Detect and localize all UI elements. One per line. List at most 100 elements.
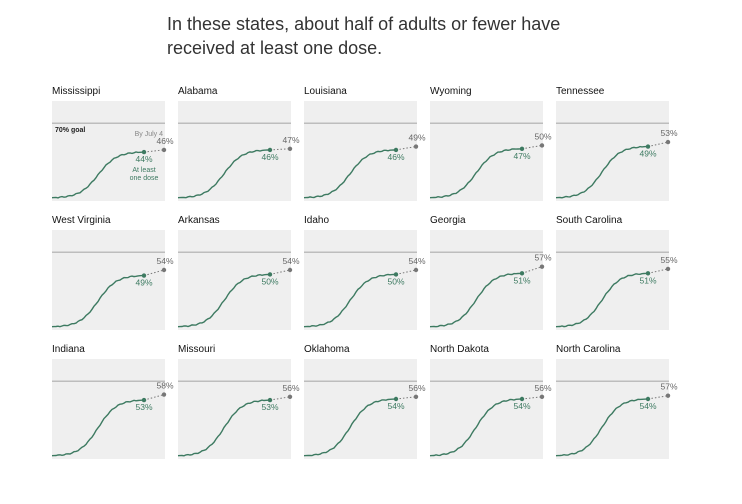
current-point — [141, 273, 147, 278]
projection-label: By July 4 — [135, 131, 164, 138]
state-panel: Idaho 54% 50% — [303, 215, 426, 333]
plot-area — [52, 359, 165, 459]
state-chart: 57% 54% — [555, 359, 678, 459]
plot-area — [178, 230, 291, 330]
state-panel: North Dakota 56% 54% — [429, 344, 552, 462]
state-panel: Tennessee 53% 49% — [555, 86, 678, 204]
goal-label: 70% goal — [55, 127, 85, 134]
series-line — [303, 398, 397, 457]
state-chart: 57% 51% — [429, 230, 552, 330]
projected-point — [413, 394, 419, 399]
state-name: Idaho — [304, 215, 330, 226]
state-name: Indiana — [52, 344, 85, 355]
current-value-label: 50% — [261, 276, 278, 286]
state-panel: Oklahoma 56% 54% — [303, 344, 426, 462]
projected-value-label: 58% — [156, 381, 173, 391]
projected-value-label: 53% — [660, 128, 677, 138]
state-chart: 54% 49% — [51, 230, 174, 330]
projected-point — [161, 147, 167, 153]
state-chart: 47% 46% — [177, 101, 300, 201]
series-line — [555, 272, 649, 328]
plot-area — [52, 230, 165, 330]
current-value-label: 54% — [639, 401, 656, 411]
current-value-label: 49% — [639, 149, 656, 159]
projected-value-label: 57% — [660, 382, 677, 392]
plot-area — [556, 101, 669, 201]
projected-value-label: 57% — [534, 253, 551, 263]
current-value-label: 47% — [513, 151, 530, 161]
projected-point — [413, 267, 419, 273]
projected-value-label: 47% — [282, 135, 299, 145]
projected-point — [539, 394, 545, 399]
state-name: North Carolina — [556, 344, 621, 355]
state-panel: Georgia 57% 51% — [429, 215, 552, 333]
current-label-line1: At least — [132, 167, 155, 174]
state-panel: Alabama 47% 46% — [177, 86, 300, 204]
plot-area — [430, 359, 543, 459]
state-chart: 54% 50% — [177, 230, 300, 330]
current-value-label: 44% — [135, 154, 152, 164]
plot-area — [556, 230, 669, 330]
current-point — [393, 272, 399, 277]
current-point — [519, 396, 525, 402]
state-panel: Wyoming 50% 47% — [429, 86, 552, 204]
plot-area — [178, 359, 291, 459]
state-name: Arkansas — [178, 215, 220, 226]
current-point — [267, 397, 273, 403]
state-name: West Virginia — [52, 215, 111, 226]
series-line — [177, 399, 271, 457]
projected-point — [161, 392, 167, 397]
projected-value-label: 56% — [282, 383, 299, 393]
plot-area — [304, 359, 417, 459]
current-point — [519, 271, 525, 276]
state-panel: South Carolina 55% 51% — [555, 215, 678, 333]
projected-value-label: 49% — [408, 133, 425, 143]
series-line — [51, 151, 145, 199]
projected-value-label: 54% — [408, 256, 425, 266]
projected-point — [539, 264, 545, 269]
plot-area — [52, 101, 165, 201]
state-name: North Dakota — [430, 344, 489, 355]
current-value-label: 53% — [135, 402, 152, 412]
plot-area — [178, 101, 291, 201]
series-line — [429, 272, 523, 328]
current-value-label: 54% — [387, 401, 404, 411]
series-line — [51, 399, 145, 457]
projected-value-label: 54% — [282, 256, 299, 266]
state-name: Missouri — [178, 344, 216, 355]
state-chart: 55% 51% — [555, 230, 678, 330]
projected-point — [539, 143, 545, 148]
series-line — [429, 398, 523, 457]
projected-point — [287, 146, 293, 151]
series-line — [51, 274, 144, 328]
current-point — [645, 144, 651, 149]
state-panel: Mississippi 46% 44% 70% goal By July 4 At lea… — [51, 86, 174, 204]
chart-title: In these states, about half of adults or… — [167, 14, 561, 58]
state-name: South Carolina — [556, 215, 623, 226]
projected-value-label: 50% — [534, 131, 551, 141]
current-label-line2: one dose — [130, 175, 159, 182]
state-chart: 56% 54% — [429, 359, 552, 459]
current-value-label: 51% — [513, 275, 530, 285]
plot-area — [304, 230, 417, 330]
state-chart: 54% 50% — [303, 230, 426, 330]
current-point — [645, 396, 651, 402]
state-name: Tennessee — [556, 86, 605, 97]
current-value-label: 51% — [639, 275, 656, 285]
state-panel: Arkansas 54% 50% — [177, 215, 300, 333]
projected-point — [665, 266, 671, 272]
current-point — [645, 271, 651, 276]
state-name: Wyoming — [430, 86, 472, 97]
current-value-label: 46% — [261, 152, 278, 162]
projection-line — [521, 266, 543, 274]
state-name: Mississippi — [52, 86, 101, 97]
state-chart: 53% 49% — [555, 101, 678, 201]
current-value-label: 53% — [261, 402, 278, 412]
current-value-label: 54% — [513, 401, 530, 411]
current-point — [393, 396, 399, 402]
state-panel: Missouri 56% 53% — [177, 344, 300, 462]
state-chart: 50% 47% — [429, 101, 552, 201]
state-name: Georgia — [430, 215, 466, 226]
